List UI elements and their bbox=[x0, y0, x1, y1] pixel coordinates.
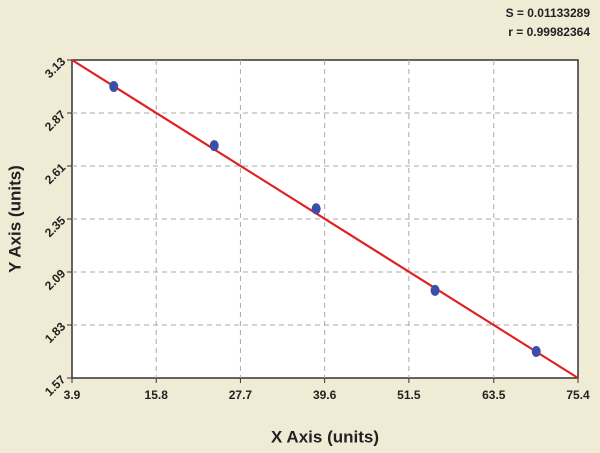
data-point bbox=[209, 140, 219, 152]
y-tick-label: 2.87 bbox=[42, 107, 69, 134]
y-tick-label: 2.35 bbox=[42, 213, 69, 240]
fit-line bbox=[71, 59, 579, 379]
x-tick-label: 3.9 bbox=[64, 388, 81, 402]
x-tick-label: 27.7 bbox=[229, 388, 253, 402]
x-tick-label: 63.5 bbox=[482, 388, 506, 402]
annotation: r = 0.99982364 bbox=[508, 25, 590, 39]
y-tick-label: 3.13 bbox=[42, 54, 69, 81]
x-tick-label: 15.8 bbox=[145, 388, 169, 402]
data-point bbox=[531, 346, 541, 357]
y-tick-label: 2.61 bbox=[42, 160, 69, 187]
x-tick-label: 39.6 bbox=[313, 388, 337, 402]
annotation: S = 0.01133289 bbox=[506, 6, 591, 20]
x-axis-title: X Axis (units) bbox=[271, 427, 379, 446]
y-axis-title: Y Axis (units) bbox=[5, 165, 24, 273]
x-tick-label: 51.5 bbox=[397, 388, 421, 402]
y-tick-label: 1.83 bbox=[42, 319, 69, 346]
y-tick-label: 2.09 bbox=[42, 266, 69, 293]
data-point bbox=[109, 81, 119, 92]
data-point bbox=[430, 284, 440, 296]
data-point bbox=[311, 203, 321, 215]
x-tick-label: 75.4 bbox=[566, 388, 590, 402]
